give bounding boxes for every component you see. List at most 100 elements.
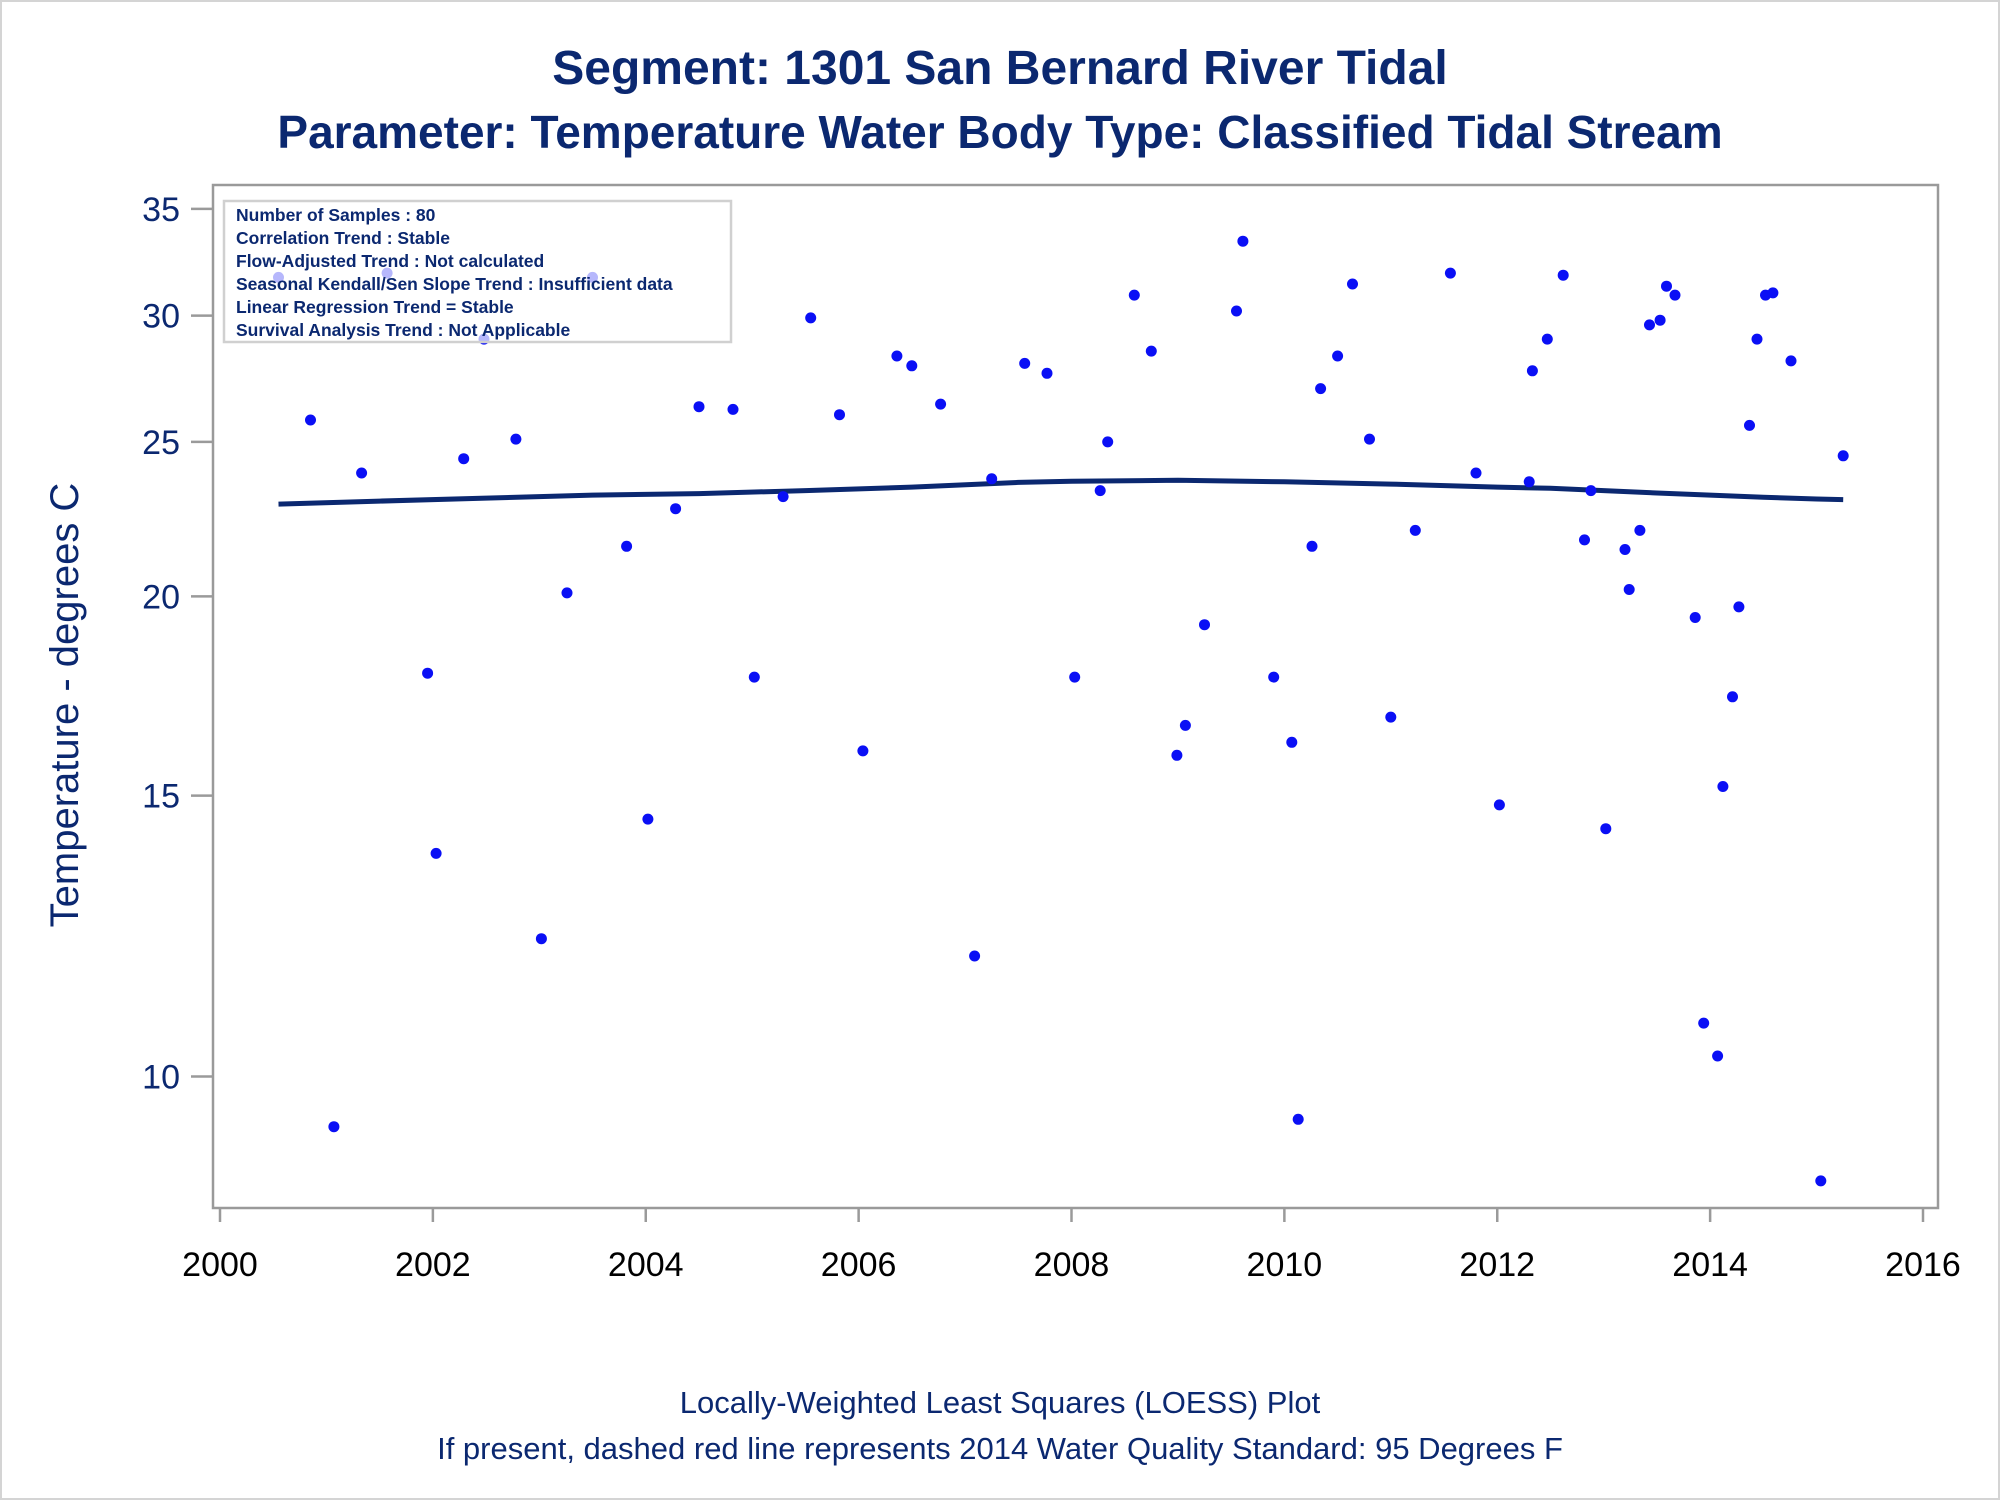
data-point (935, 398, 947, 410)
data-point (1347, 278, 1358, 290)
data-point (1557, 269, 1569, 281)
data-point (1493, 799, 1505, 811)
data-point (305, 414, 316, 426)
stats-line-2: Correlation Trend : Stable (236, 228, 450, 248)
data-point (1654, 314, 1666, 326)
data-point (1733, 601, 1745, 613)
x-axis: 2000 2002 2004 2006 2008 2010 2012 2014 2016 (182, 1208, 1961, 1284)
data-point (670, 503, 682, 515)
x-tick-label: 2006 (821, 1246, 897, 1284)
data-point (986, 473, 998, 485)
stats-line-5: Linear Regression Trend = Stable (236, 297, 514, 317)
data-point (969, 950, 981, 962)
x-tick-label: 2016 (1885, 1246, 1961, 1284)
data-point (1815, 1175, 1827, 1187)
data-point (1237, 235, 1249, 247)
data-point (693, 401, 705, 413)
data-point (1767, 287, 1779, 299)
data-point (1526, 365, 1538, 377)
data-point (1661, 280, 1672, 292)
chart-subtitle: Parameter: Temperature Water Body Type: … (277, 106, 1722, 158)
data-point (1292, 1113, 1304, 1125)
data-point (748, 671, 760, 683)
data-point (777, 491, 789, 503)
data-point (1727, 691, 1738, 703)
footnote-1: Locally-Weighted Least Squares (LOESS) P… (680, 1385, 1321, 1420)
data-point (1751, 333, 1763, 345)
stats-line-1: Number of Samples : 80 (236, 205, 436, 225)
data-point (1717, 781, 1729, 792)
data-point (1600, 823, 1612, 835)
data-point (1128, 289, 1140, 301)
data-point (1069, 671, 1081, 683)
x-tick-label: 2004 (608, 1246, 684, 1284)
data-point (1102, 436, 1114, 448)
data-point (1785, 355, 1797, 367)
data-point (1712, 1050, 1724, 1062)
data-point (1179, 719, 1191, 731)
stats-box-border (222, 199, 733, 344)
data-point (1523, 476, 1535, 488)
stats-line-4: Seasonal Kendall/Sen Slope Trend : Insuf… (236, 274, 673, 294)
footnote-2: If present, dashed red line represents 2… (437, 1431, 1563, 1466)
data-point (1698, 1017, 1710, 1029)
x-tick-label: 2008 (1034, 1246, 1110, 1284)
data-point (422, 667, 434, 679)
data-point (1644, 319, 1655, 331)
data-point (621, 540, 633, 552)
points-layer (273, 235, 1849, 1187)
data-point (1623, 584, 1635, 595)
y-tick-label: 25 (142, 424, 180, 462)
y-axis-label: Temperature - degrees C (43, 483, 87, 928)
data-point (1541, 333, 1553, 345)
x-tick-label: 2010 (1247, 1246, 1323, 1284)
data-point (1689, 612, 1701, 623)
loess-layer (278, 477, 1844, 507)
stats-box: Number of Samples : 80 Correlation Trend… (222, 199, 733, 344)
loess-line (278, 477, 1844, 507)
stats-line-3: Flow-Adjusted Trend : Not calculated (236, 251, 544, 271)
plot-area (211, 183, 1940, 1210)
data-point (1231, 305, 1242, 317)
data-point (1094, 485, 1106, 497)
data-point (535, 933, 547, 945)
x-tick-label: 2002 (395, 1246, 471, 1284)
data-point (891, 350, 903, 362)
data-point (1409, 524, 1421, 536)
data-point (1634, 524, 1646, 536)
data-point (1019, 357, 1031, 369)
data-point (1315, 383, 1327, 395)
data-point (1171, 749, 1183, 761)
data-point (356, 467, 368, 479)
chart-title: Segment: 1301 San Bernard River Tidal (552, 42, 1447, 95)
data-point (1286, 736, 1298, 748)
data-point (1364, 433, 1375, 445)
data-point (1579, 534, 1590, 546)
data-point (458, 453, 470, 465)
data-point (857, 745, 869, 757)
data-point (430, 847, 442, 859)
stats-line-6: Survival Analysis Trend : Not Applicable (236, 320, 570, 340)
y-tick-label: 20 (142, 578, 180, 616)
data-point (642, 813, 654, 825)
data-point (1199, 619, 1210, 631)
data-point (1585, 485, 1597, 497)
x-tick-label: 2000 (182, 1246, 258, 1284)
data-point (1145, 345, 1157, 357)
data-point (1669, 289, 1681, 301)
data-point (1268, 671, 1280, 683)
data-point (906, 360, 918, 372)
data-point (328, 1121, 340, 1133)
data-point (1744, 419, 1755, 431)
data-point (510, 433, 522, 445)
data-point (561, 587, 573, 599)
x-tick-label: 2012 (1459, 1246, 1535, 1284)
y-tick-label: 10 (142, 1058, 180, 1096)
data-point (834, 409, 845, 421)
data-point (1385, 711, 1397, 723)
data-point (727, 403, 739, 415)
data-point (1470, 467, 1482, 479)
y-tick-label: 15 (142, 778, 180, 816)
data-point (805, 312, 817, 324)
